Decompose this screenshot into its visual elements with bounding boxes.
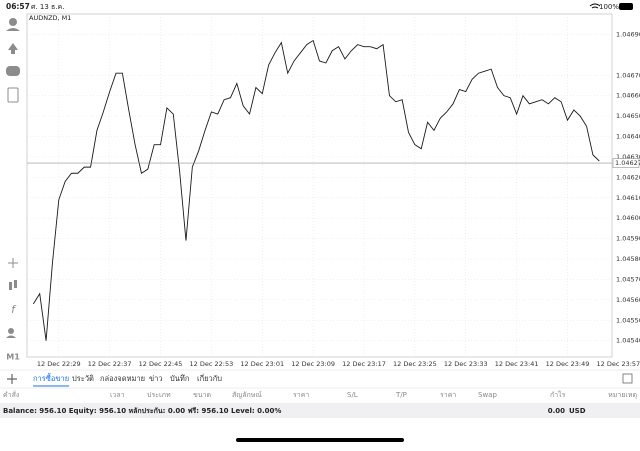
column-header: S/L [347, 391, 358, 399]
summary-currency: USD [569, 407, 586, 415]
y-tick-label: 1.04590 [616, 235, 640, 243]
account-icon[interactable] [9, 18, 17, 26]
y-tick-label: 1.04640 [616, 133, 640, 141]
x-tick-label: 12 Dec 23:09 [291, 360, 335, 368]
battery-level: 100% [599, 3, 619, 11]
chart-frame [26, 13, 613, 358]
column-header: หมายเหตุ [608, 391, 637, 399]
chart-type-icon[interactable] [9, 282, 12, 290]
crosshair-icon[interactable] [8, 258, 18, 268]
chat-icon[interactable] [6, 66, 20, 76]
column-header: ราคา [293, 391, 309, 399]
account-icon[interactable] [6, 28, 20, 31]
price-line [32, 39, 600, 341]
chart: 1.04690 1.04670 1.04660 1.04650 1.04640 1.046… [27, 14, 640, 368]
y-tick-label: 1.04610 [616, 194, 640, 202]
y-tick-label: 1.04670 [616, 71, 640, 79]
column-header: ราคา [440, 391, 456, 399]
current-price-box [612, 158, 640, 168]
column-header: กำไร [550, 390, 566, 399]
x-tick-label: 12 Dec 22:37 [88, 360, 132, 368]
column-header: T/P [395, 391, 407, 399]
x-tick-label: 12 Dec 23:49 [546, 360, 590, 368]
y-tick-label: 1.04540 [616, 337, 640, 345]
column-header: สัญลักษณ์ [232, 391, 262, 399]
home-indicator [236, 438, 404, 442]
left-toolbar: f M1 [6, 18, 20, 362]
add-button[interactable] [7, 374, 17, 384]
y-tick-label: 1.04650 [616, 112, 640, 120]
y-tick-label: 1.04600 [616, 214, 640, 222]
objects-icon[interactable] [8, 328, 14, 334]
y-tick-label: 1.04690 [616, 30, 640, 38]
status-date: ศ. 13 ธ.ค. [31, 3, 64, 11]
x-tick-label: 12 Dec 23:25 [393, 360, 437, 368]
x-tick-label: 12 Dec 23:41 [495, 360, 539, 368]
layout-button[interactable] [622, 373, 633, 384]
tab[interactable]: กล่องจดหมาย [100, 374, 145, 383]
y-tick-label: 1.04620 [616, 173, 640, 181]
tab[interactable]: บันทึก [170, 374, 189, 383]
y-tick-label: 1.04550 [616, 316, 640, 324]
column-header: ขนาด [193, 391, 211, 399]
status-time: 06:57 [6, 2, 30, 11]
x-tick-label: 12 Dec 22:53 [190, 360, 234, 368]
y-tick-label: 1.04570 [616, 275, 640, 283]
y-tick-label: 1.04660 [616, 92, 640, 100]
summary-text: Balance: 956.10 Equity: 956.10 หลักประกั… [3, 407, 281, 415]
summary-row [0, 403, 640, 418]
timeframe-button[interactable]: M1 [6, 353, 20, 362]
trade-icon[interactable] [8, 43, 18, 54]
column-header: คำสั่ง [3, 390, 19, 399]
tab[interactable]: เกี่ยวกับ [197, 373, 222, 383]
tab-bar: การซื้อขาย ประวัติ กล่องจดหมาย ข่าว บันทึก เก… [33, 373, 222, 387]
wifi-icon [589, 3, 601, 9]
column-header: เวลา [110, 391, 125, 399]
x-tick-label: 12 Dec 22:45 [139, 360, 183, 368]
y-tick-label: 1.04630 [616, 153, 640, 161]
current-price-label: 1.04627 [615, 159, 640, 167]
tab[interactable]: การซื้อขาย [33, 373, 69, 383]
x-tick-label: 12 Dec 23:33 [444, 360, 488, 368]
x-tick-label: 12 Dec 23:17 [342, 360, 386, 368]
objects-icon[interactable] [6, 335, 16, 339]
new-order-icon[interactable] [7, 87, 19, 103]
indicator-icon[interactable]: f [11, 303, 17, 316]
chart-type-icon[interactable] [14, 280, 17, 288]
summary-profit: 0.00 [548, 407, 565, 415]
x-tick-label: 12 Dec 22:29 [37, 360, 81, 368]
tab[interactable]: ข่าว [149, 374, 163, 383]
x-tick-label: 12 Dec 23:01 [240, 360, 284, 368]
chart-symbol: AUDNZD, M1 [29, 14, 71, 22]
tab[interactable]: ประวัติ [72, 374, 94, 383]
y-tick-label: 1.04560 [616, 296, 640, 304]
column-header: Swap [478, 391, 497, 399]
table-header: คำสั่ง เวลา ประเภท ขนาด สัญลักษณ์ ราคา S/L T/P ร… [3, 390, 637, 399]
column-header: ประเภท [147, 391, 171, 399]
battery-icon [619, 3, 633, 10]
x-tick-label: 12 Dec 23:57 [596, 360, 640, 368]
y-tick-label: 1.04580 [616, 255, 640, 263]
